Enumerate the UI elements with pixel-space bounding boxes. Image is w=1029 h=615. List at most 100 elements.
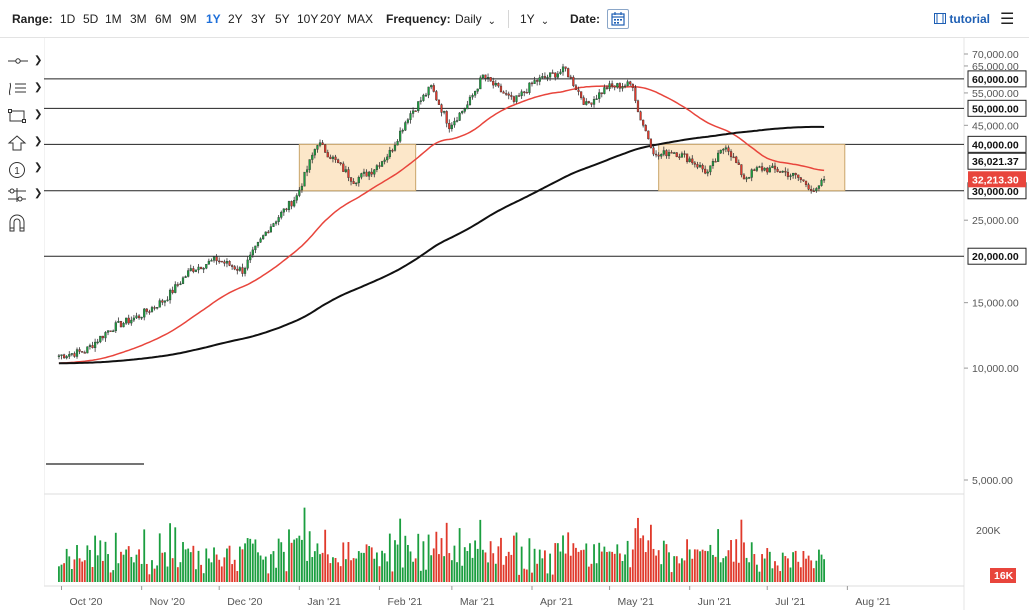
candle-body — [163, 300, 167, 303]
chevron-right-icon: ❯ — [34, 188, 43, 199]
price-chart[interactable]: 70,000.00 65,000.00 55,000.00 45,000.00 25,0… — [43, 38, 1029, 610]
range-1d-button[interactable]: 1D — [60, 12, 76, 26]
fib-tool-button[interactable]: ❯ — [6, 81, 42, 101]
range-5y-button[interactable]: 5Y — [275, 12, 290, 26]
candle-body — [171, 289, 174, 293]
pattern-tool-button[interactable]: ❯ — [6, 187, 42, 207]
candle-body — [680, 153, 684, 158]
candle-body — [225, 261, 229, 264]
candle-body — [750, 169, 753, 178]
range-9m-button[interactable]: 9M — [180, 12, 197, 26]
volume-bar — [156, 565, 159, 582]
candle-body — [373, 169, 376, 175]
tutorial-label: tutorial — [949, 12, 991, 26]
number-marker-button[interactable]: 1 ❯ — [6, 161, 42, 181]
volume-bar — [572, 543, 575, 582]
candle-body — [380, 161, 384, 167]
toolbar: Range: 1D 5D 1M 3M 6M 9M 1Y 2Y 3Y 5Y 10Y 20Y MAX Fre… — [0, 0, 1029, 38]
volume-bar — [267, 573, 270, 582]
candle-body — [83, 352, 86, 354]
candle-body — [383, 159, 386, 162]
volume-bar — [704, 550, 707, 582]
volume-bar — [174, 527, 177, 582]
candle-body — [564, 66, 567, 69]
volume-bar — [497, 546, 500, 582]
candle-body — [88, 345, 92, 347]
volume-bar — [228, 545, 231, 582]
volume-bar — [94, 535, 97, 582]
rectangle-tool-button[interactable]: ❯ — [6, 108, 42, 128]
volume-bar — [481, 549, 484, 582]
volume-bar — [799, 567, 802, 582]
x-tick-label: Oct '20 — [70, 596, 103, 608]
candle-body — [536, 80, 539, 82]
tutorial-link[interactable]: tutorial — [934, 12, 990, 26]
date-label: Date: — [570, 12, 601, 26]
candle-body — [450, 124, 453, 130]
calendar-button[interactable] — [607, 9, 629, 29]
candle-body — [486, 77, 490, 79]
candle-body — [401, 130, 404, 132]
candle-body — [678, 156, 681, 158]
magnet-button[interactable] — [6, 214, 42, 234]
arrow-shape-icon — [7, 135, 27, 151]
hamburger-menu-icon[interactable]: ☰ — [1000, 11, 1015, 28]
range-2y-button[interactable]: 2Y — [228, 12, 243, 26]
frequency-dropdown[interactable]: Daily ⌄ — [455, 12, 497, 27]
candle-body — [127, 317, 130, 324]
candle-body — [205, 264, 208, 269]
volume-bar — [122, 554, 125, 582]
period-dropdown[interactable]: 1Y ⌄ — [520, 12, 549, 27]
chevron-right-icon: ❯ — [34, 136, 43, 147]
volume-bar — [184, 549, 187, 582]
range-10y-button[interactable]: 10Y — [297, 12, 319, 26]
volume-bar — [678, 563, 681, 582]
candle-body — [153, 307, 156, 309]
arrow-shape-button[interactable]: ❯ — [6, 135, 42, 155]
x-tick-label: Aug '21 — [855, 596, 890, 608]
volume-bar — [696, 549, 699, 582]
candle-body — [786, 171, 790, 177]
volume-bar — [657, 550, 660, 582]
candle-body — [437, 99, 441, 105]
range-3y-button[interactable]: 3Y — [251, 12, 266, 26]
volume-bar — [394, 540, 396, 582]
line-tool-button[interactable]: ❯ — [6, 54, 42, 74]
range-6m-button[interactable]: 6M — [155, 12, 172, 26]
candle-body — [339, 162, 342, 165]
volume-bar — [531, 572, 533, 582]
volume-bar — [443, 556, 446, 582]
candle-body — [582, 97, 585, 105]
candle-body — [670, 152, 673, 154]
candle-body — [168, 289, 172, 301]
range-3m-button[interactable]: 3M — [130, 12, 147, 26]
candle-body — [148, 311, 151, 313]
volume-bar — [109, 572, 112, 582]
range-1m-button[interactable]: 1M — [105, 12, 122, 26]
volume-bar — [479, 519, 482, 582]
volume-bar — [629, 567, 632, 582]
volume-bar — [91, 567, 94, 582]
volume-bar — [339, 566, 342, 582]
candle-body — [166, 299, 169, 302]
candle-body — [241, 267, 244, 274]
range-1y-button[interactable]: 1Y — [206, 12, 221, 26]
candle-body — [176, 284, 179, 286]
range-5d-button[interactable]: 5D — [83, 12, 99, 26]
candle-body — [590, 102, 593, 105]
volume-bar — [298, 535, 301, 582]
volume-bar — [634, 528, 637, 582]
candle-body — [505, 93, 508, 95]
volume-badge-label: 16K — [994, 570, 1014, 582]
candle-body — [574, 85, 578, 91]
volume-tick-label: 200K — [976, 525, 1001, 537]
chevron-down-icon: ⌄ — [487, 16, 497, 27]
candle-body — [212, 256, 216, 261]
candle-body — [603, 87, 606, 95]
candle-body — [546, 76, 549, 79]
range-max-button[interactable]: MAX — [347, 12, 374, 26]
range-20y-button[interactable]: 20Y — [320, 12, 342, 26]
candle-body — [600, 92, 603, 95]
volume-bar — [556, 543, 559, 582]
